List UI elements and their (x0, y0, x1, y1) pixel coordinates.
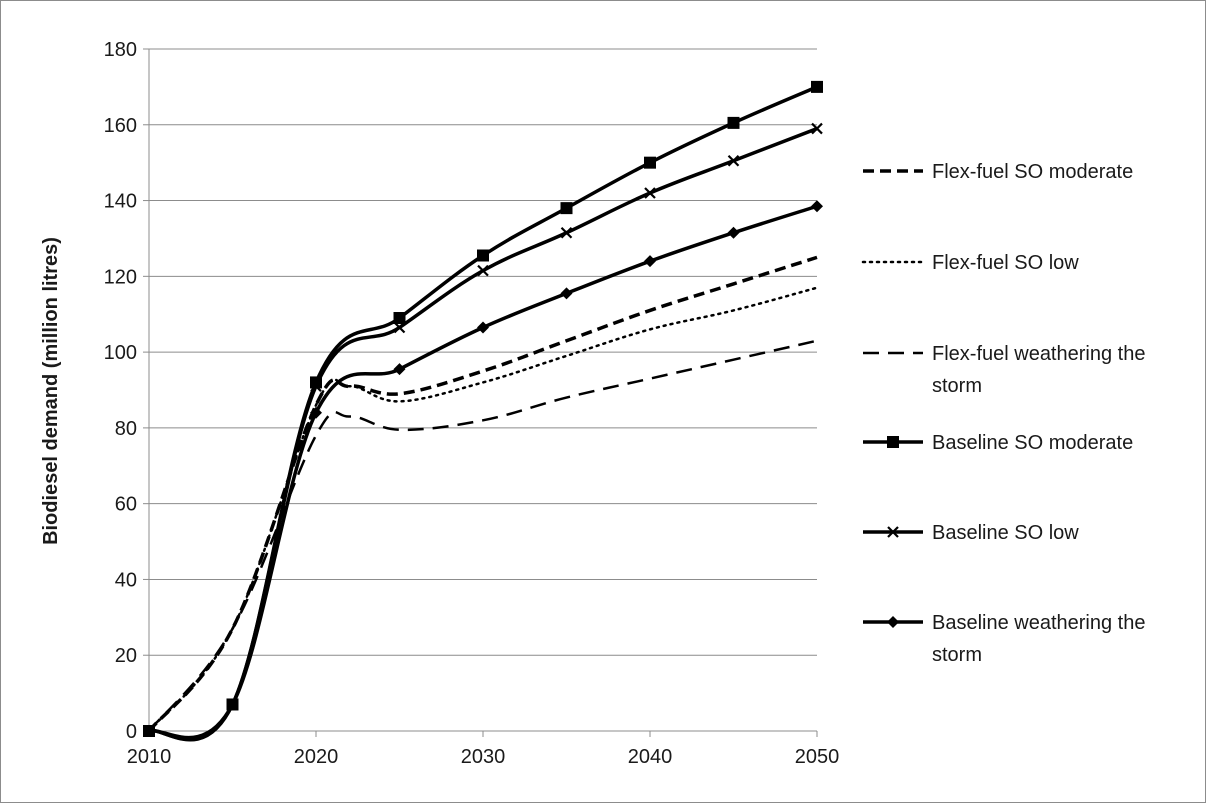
series-5-marker-stroke-b (310, 380, 322, 392)
y-tick-label: 180 (104, 39, 137, 61)
series-4-marker (644, 156, 656, 169)
series-5-marker (644, 187, 656, 199)
series-6-marker (143, 725, 155, 737)
legend-item-2: Flex-fuel SO low (861, 252, 1079, 274)
legend-label: Baseline weathering the (932, 612, 1145, 634)
series-6-marker (644, 255, 656, 268)
series-5-marker-stroke-b (811, 122, 823, 135)
series-6-marker (560, 287, 573, 300)
y-tick-label: 80 (115, 418, 137, 440)
legend-label: Baseline SO low (932, 522, 1079, 544)
legend-item-1: Flex-fuel SO moderate (863, 161, 1133, 183)
series-5-marker-stroke-b (477, 264, 489, 277)
legend-item-4: Baseline SO moderate (863, 432, 1133, 454)
series-4-marker (477, 249, 489, 262)
legend-label: storm (932, 375, 982, 397)
legend-swatch-marker (887, 616, 899, 628)
legend-label: Flex-fuel weathering the (932, 343, 1145, 365)
y-tick-label: 160 (104, 115, 137, 137)
series-5-marker-stroke-b (727, 154, 740, 167)
series-6-marker (226, 698, 239, 711)
series-5-marker (811, 122, 823, 135)
y-tick-label: 140 (104, 191, 137, 213)
series-5-marker-stroke-b (560, 226, 573, 239)
legend-swatch-marker (887, 526, 899, 538)
x-tick-label: 2020 (294, 746, 339, 768)
y-tick-label: 40 (115, 569, 137, 591)
legend-item-3: Flex-fuel weathering the storm (863, 343, 1145, 397)
series-6-marker (727, 226, 740, 239)
legend-label: Flex-fuel SO low (932, 252, 1079, 274)
legend-swatch-marker (887, 436, 899, 448)
y-tick-label: 20 (115, 645, 137, 667)
series-markers (143, 80, 823, 737)
series-4-marker (560, 202, 573, 215)
series-5-marker (727, 154, 740, 167)
legend: Flex-fuel SO moderate Flex-fuel SO low Fle… (861, 161, 1145, 666)
y-axis-title: Biodiesel demand (million litres) (40, 237, 62, 545)
series-5-marker (310, 380, 322, 392)
legend-item-6: Baseline weathering the storm (863, 612, 1145, 666)
series-5-marker-stroke-b (393, 321, 406, 334)
series-4-marker (310, 376, 322, 389)
series-lines (147, 85, 819, 742)
series-line-4 (148, 85, 818, 742)
series-line-3 (148, 339, 818, 732)
legend-swatch-marker-stroke-b (887, 526, 899, 538)
series-6-marker (393, 363, 406, 376)
x-tick-label: 2040 (628, 746, 673, 768)
series-4-marker (727, 116, 740, 129)
x-tick-label: 2050 (795, 746, 840, 768)
series-5-marker (560, 226, 573, 239)
series-6-marker (310, 406, 322, 419)
series-4-marker (393, 312, 406, 325)
series-line-5 (148, 126, 818, 742)
y-tick-label: 60 (115, 494, 137, 516)
y-tick-label: 0 (126, 721, 137, 743)
series-6-marker (811, 200, 823, 213)
series-6-marker (477, 321, 489, 334)
gridlines (149, 48, 817, 656)
y-tick-label: 120 (104, 266, 137, 288)
legend-item-5: Baseline SO low (863, 522, 1079, 544)
y-tick-label: 100 (104, 342, 137, 364)
legend-label: storm (932, 644, 982, 666)
series-5-marker (477, 264, 489, 277)
x-tick-label: 2010 (127, 746, 172, 768)
series-5-marker-stroke-b (644, 187, 656, 199)
legend-label: Flex-fuel SO moderate (932, 161, 1133, 183)
series-line-6 (148, 204, 818, 740)
series-5-marker (393, 321, 406, 334)
series-line-2 (147, 286, 819, 733)
legend-label: Baseline SO moderate (932, 432, 1133, 454)
series-4-marker (811, 80, 823, 93)
x-tick-label: 2030 (461, 746, 506, 768)
